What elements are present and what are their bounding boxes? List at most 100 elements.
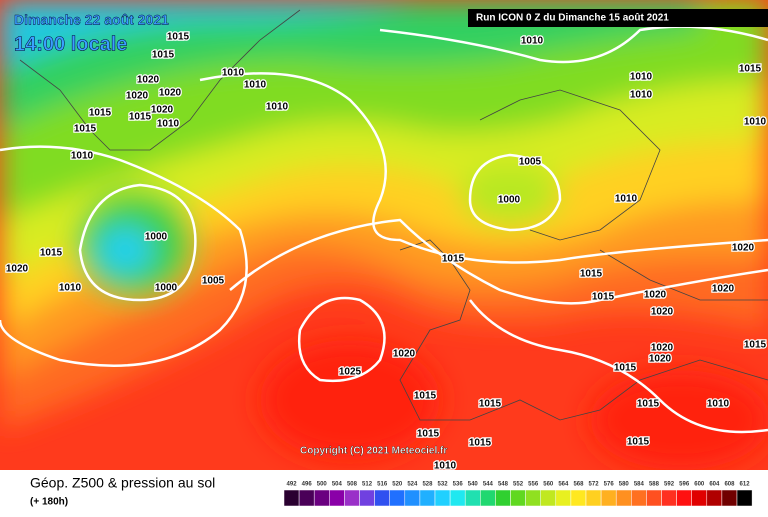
isobar-label: 1020 [712, 284, 735, 295]
isobar-label: 1015 [744, 340, 767, 351]
scale-label: 496 [302, 482, 313, 488]
scale-label: 584 [634, 482, 645, 488]
isobar-label: 1020 [644, 290, 667, 301]
scale-label: 556 [528, 482, 539, 488]
scale-cell [464, 489, 481, 507]
scale-cell [374, 489, 390, 507]
isobar-label: 1015 [414, 391, 437, 402]
isobar-label: 1020 [649, 354, 672, 365]
scale-label: 604 [709, 482, 720, 488]
isobar-label: 1015 [637, 399, 660, 410]
scale-cell [706, 489, 723, 507]
scale-cell [298, 489, 315, 507]
isobar-label: 1020 [651, 343, 674, 354]
isobar-label: 1020 [6, 264, 29, 275]
copyright: Copyright (C) 2021 Meteociel.fr [300, 446, 447, 457]
scale-label: 588 [649, 482, 660, 488]
isobar-label: 1015 [152, 50, 175, 61]
scale-cell [615, 489, 632, 507]
footer-title: Géop. Z500 & pression au sol [30, 475, 215, 491]
coastlines [19, 9, 768, 421]
scale-label: 608 [724, 482, 735, 488]
isobar-label: 1020 [393, 349, 416, 360]
isobar-label: 1020 [732, 243, 755, 254]
isobar-label: 1010 [266, 102, 289, 113]
run-info: Run ICON 0 Z du Dimanche 15 août 2021 [476, 13, 669, 24]
isobar-label: 1010 [59, 283, 82, 294]
isobar-label: 1010 [222, 68, 245, 79]
scale-cell [585, 489, 602, 507]
isobar-label: 1015 [592, 292, 615, 303]
scale-cell [404, 489, 421, 507]
isobar-label: 1010 [615, 194, 638, 205]
isobar-label: 1000 [155, 283, 178, 294]
scale-cell [570, 489, 587, 507]
isobar-label: 1015 [479, 399, 502, 410]
scale-label: 516 [377, 482, 388, 488]
scale-cell [449, 489, 466, 507]
scale-label: 544 [483, 482, 494, 488]
scale-cell [419, 489, 436, 507]
isobar-labels: 1015101510101015101010101010101010201020… [5, 30, 768, 473]
isobar-label: 1010 [71, 151, 94, 162]
scale-cell [691, 489, 708, 507]
scale-label: 500 [317, 482, 328, 488]
scale-cell [480, 489, 496, 507]
color-scale: 492 496 500 504 508 512 516 520 524 528 532 536 540 5… [283, 482, 753, 507]
isobar-label: 1015 [469, 438, 492, 449]
isobar-label: 1005 [202, 276, 225, 287]
scale-cell [329, 489, 345, 507]
isobar-label: 1000 [498, 195, 521, 206]
scale-cell [283, 489, 300, 507]
scale-cell [540, 489, 557, 507]
isobar-label: 1015 [167, 32, 190, 43]
scale-label: 576 [604, 482, 615, 488]
isobar-label: 1010 [521, 36, 544, 47]
isobar-label: 1015 [40, 248, 63, 259]
scale-cell [313, 489, 330, 507]
scale-label: 580 [619, 482, 630, 488]
scale-label: 528 [422, 482, 433, 488]
scale-cell [359, 489, 375, 507]
scale-label: 600 [694, 482, 705, 488]
scale-label: 552 [513, 482, 524, 488]
scale-cell [495, 489, 511, 507]
isobar-label: 1010 [434, 461, 457, 472]
scale-cell [631, 489, 647, 507]
scale-cell [555, 489, 572, 507]
scale-label: 560 [543, 482, 554, 488]
scale-cell [736, 489, 753, 507]
scale-label: 512 [362, 482, 373, 488]
isobar-label: 1005 [519, 157, 542, 168]
isobar-label: 1010 [707, 399, 730, 410]
scale-cell [600, 489, 617, 507]
run-box [468, 9, 768, 27]
isobar-label: 1020 [151, 105, 174, 116]
scale-label: 524 [407, 482, 418, 488]
scale-label: 612 [740, 482, 751, 488]
scale-cell [676, 489, 692, 507]
scale-label: 508 [347, 482, 358, 488]
scale-cell [525, 489, 541, 507]
scale-label: 536 [453, 482, 464, 488]
isobar-label: 1010 [630, 72, 653, 83]
isobar-label: 1020 [159, 88, 182, 99]
scale-cell [434, 489, 451, 507]
isobar-label: 1015 [74, 124, 97, 135]
scale-cell [344, 489, 360, 507]
scale-label: 572 [589, 482, 600, 488]
isobar-label: 1015 [627, 437, 650, 448]
isobar-label: 1000 [145, 232, 168, 243]
isobar-label: 1015 [614, 363, 637, 374]
isobar-label: 1015 [89, 108, 112, 119]
isobars [0, 25, 768, 434]
scale-label: 548 [498, 482, 509, 488]
isobar-label: 1020 [137, 75, 160, 86]
scale-label: 532 [438, 482, 449, 488]
date: Dimanche 22 août 2021 [14, 12, 169, 28]
scale-label: 520 [392, 482, 403, 488]
scale-label: 564 [558, 482, 569, 488]
isobar-label: 1010 [744, 117, 767, 128]
isobar-label: 1015 [739, 64, 762, 75]
